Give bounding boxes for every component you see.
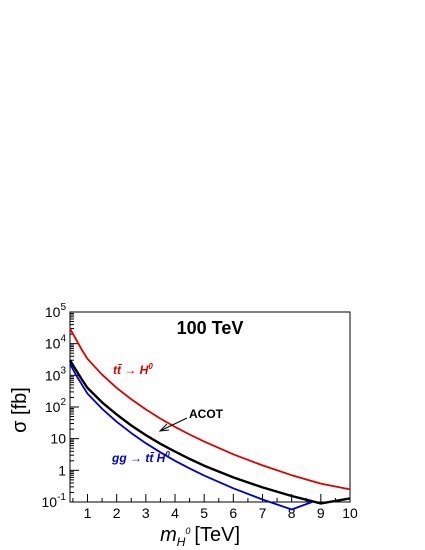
x-tick-label: 5 — [200, 505, 208, 521]
axis-ticks: 1 2 3 4 5 6 7 8 9 10 10-1 1 10 102 103 104 105 — [42, 302, 358, 521]
series-label-ggtth: gg → tt̄ H0 — [111, 450, 170, 465]
x-tick-label: 1 — [84, 505, 92, 521]
y-tick-label: 103 — [45, 365, 67, 383]
x-axis-label: mH0 [TeV] — [160, 524, 240, 549]
x-tick-label: 2 — [113, 505, 121, 521]
y-tick-label: 10-1 — [42, 492, 67, 510]
y-tick-label: 105 — [45, 302, 67, 320]
x-tick-label: 8 — [288, 505, 296, 521]
acot-arrowhead — [158, 423, 170, 432]
y-tick-label: 1 — [58, 462, 66, 478]
y-tick-label: 10 — [50, 431, 66, 447]
y-tick-label: 102 — [45, 397, 67, 415]
y-tick-label: 104 — [45, 334, 67, 352]
series-label-acot: ACOT — [189, 407, 224, 421]
x-tick-label: 4 — [171, 505, 179, 521]
x-tick-label: 9 — [317, 505, 325, 521]
series-line-1 — [68, 359, 351, 505]
chart-title: 100 TeV — [177, 318, 244, 338]
series-line-0 — [69, 328, 351, 491]
acot-pointer-arrow — [161, 417, 188, 431]
x-tick-label: 10 — [342, 505, 358, 521]
x-tick-label: 3 — [142, 505, 150, 521]
series-label-tth: tt̄ → H0 — [113, 362, 153, 377]
y-axis-label: σ [fb] — [9, 387, 31, 433]
series-group — [68, 328, 351, 511]
x-tick-label: 6 — [229, 505, 237, 521]
x-tick-label: 7 — [259, 505, 267, 521]
series-line-2 — [69, 363, 313, 511]
